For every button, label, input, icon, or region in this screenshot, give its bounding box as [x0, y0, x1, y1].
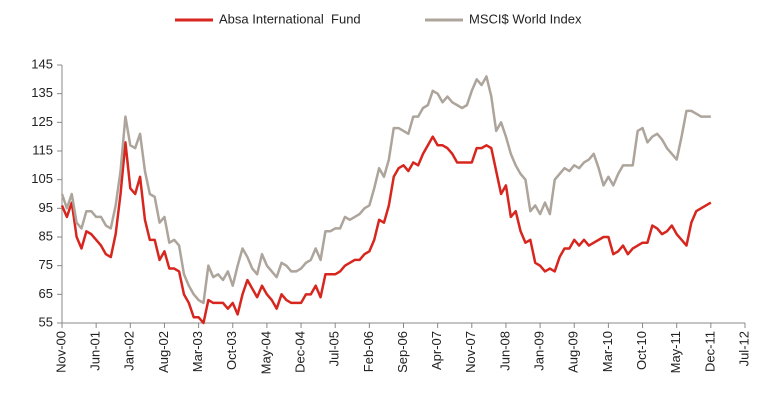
x-tick-label: Jul-12: [736, 331, 751, 366]
y-tick-label: 75: [39, 257, 53, 272]
x-tick-label: Dec-04: [292, 331, 307, 373]
y-tick-label: 55: [39, 314, 53, 329]
y-tick-label: 105: [31, 171, 53, 186]
y-tick-label: 85: [39, 228, 53, 243]
legend-label: MSCI$ World Index: [469, 11, 582, 26]
x-tick-label: May-11: [668, 331, 683, 373]
series-line: [60, 75, 711, 305]
x-tick-label: Feb-06: [361, 331, 376, 372]
x-tick-label: Nov-07: [463, 331, 478, 373]
x-tick-label: Aug-09: [566, 331, 581, 373]
y-tick-label: 95: [39, 200, 53, 215]
x-tick-label: Jul-05: [327, 331, 342, 366]
x-tick-label: Jun-08: [497, 331, 512, 371]
x-tick-label: Dec-11: [702, 331, 717, 372]
legend-label: Absa International Fund: [219, 11, 361, 26]
x-tick-label: Aug-02: [156, 331, 171, 373]
x-tick-label: Jun-01: [88, 331, 103, 371]
x-tick-label: Nov-00: [53, 331, 68, 373]
y-tick-label: 135: [31, 85, 53, 100]
x-tick-label: Oct-10: [634, 331, 649, 370]
series-line: [60, 135, 712, 325]
x-tick-label: Oct-03: [224, 331, 239, 370]
x-tick-label: May-04: [258, 331, 273, 374]
x-tick-label: Mar-03: [190, 331, 205, 372]
x-tick-label: Apr-07: [429, 331, 444, 370]
y-tick-label: 125: [31, 114, 53, 129]
x-tick-label: Sep-06: [395, 331, 410, 373]
x-tick-label: Mar-10: [600, 331, 615, 372]
y-tick-label: 65: [39, 286, 53, 301]
y-tick-label: 145: [31, 56, 53, 71]
y-tick-label: 115: [32, 142, 53, 157]
x-tick-label: Jan-09: [532, 331, 547, 371]
x-tick-label: Jan-02: [122, 331, 137, 371]
